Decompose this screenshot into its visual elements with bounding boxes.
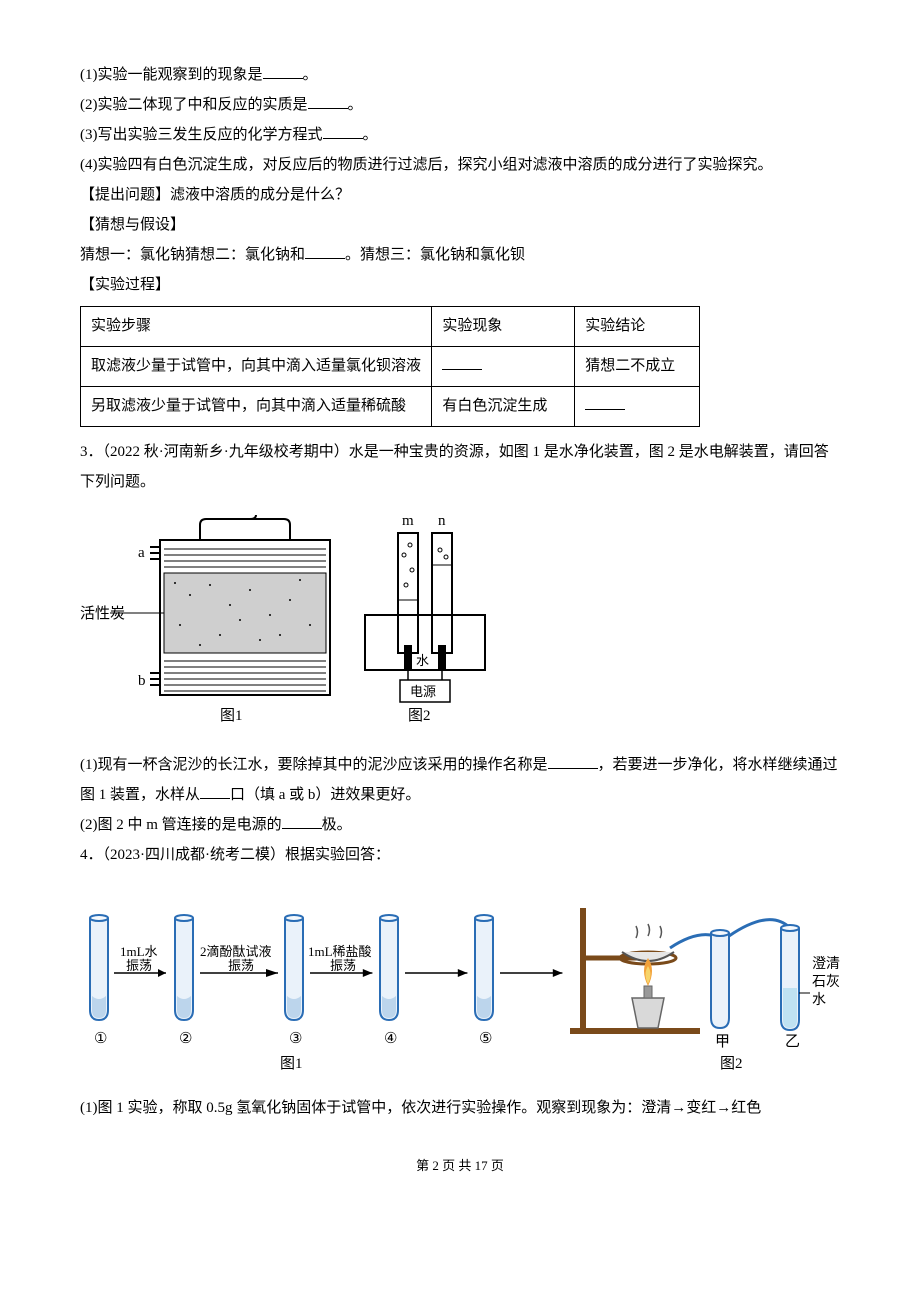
step1-l2: 振荡 — [126, 958, 152, 973]
step3-l1: 1mL稀盐酸 — [308, 944, 372, 959]
yi: 乙 — [785, 1034, 800, 1050]
fig2-group: 电源 水 m n 图2 — [365, 513, 485, 724]
q4-figures: 1mL水 振荡 2滴酚酞试液 振荡 1mL稀盐酸 振荡 ① ② ③ ④ ⑤ 图1 — [80, 878, 840, 1089]
q2-p1-tail: 。 — [303, 67, 318, 83]
q3-svg: a b — [80, 505, 500, 735]
num1: ① — [94, 1031, 107, 1047]
label-b: b — [138, 673, 146, 689]
label-a: a — [138, 545, 145, 561]
q2-p2-text: (2)实验二体现了中和反应的实质是 — [80, 97, 308, 113]
table-row: 取滤液少量于试管中，向其中滴入适量氯化钡溶液 猜想二不成立 — [81, 347, 700, 387]
table-row: 实验步骤 实验现象 实验结论 — [81, 307, 700, 347]
q2-p1-text: (1)实验一能观察到的现象是 — [80, 67, 263, 83]
q3-p1a: (1)现有一杯含泥沙的长江水，要除掉其中的泥沙应该采用的操作名称是 — [80, 757, 548, 773]
q2-p2: (2)实验二体现了中和反应的实质是 。 — [80, 90, 840, 120]
th-step: 实验步骤 — [81, 307, 432, 347]
step2-l2: 振荡 — [228, 958, 254, 973]
blank — [282, 813, 322, 829]
step3-l2: 振荡 — [330, 958, 356, 973]
fig1-caption: 图1 — [220, 707, 243, 724]
q4-p1: (1)图 1 实验，称取 0.5g 氢氧化钠固体于试管中，依次进行实验操作。观察… — [80, 1093, 840, 1123]
r1c3: 猜想二不成立 — [575, 347, 700, 387]
q3-stem: 3．（2022 秋·河南新乡·九年级校考期中）水是一种宝贵的资源，如图 1 是水… — [80, 437, 840, 497]
r1c2 — [432, 347, 575, 387]
blank — [548, 753, 598, 769]
q3-p1c: 口（填 a 或 b）进效果更好。 — [230, 787, 420, 803]
carbon-label: 活性炭 — [80, 605, 125, 622]
r2c3 — [575, 387, 700, 427]
blank — [323, 123, 363, 139]
blank — [263, 63, 303, 79]
lime2: 石灰 — [812, 974, 840, 990]
lime3: 水 — [812, 992, 826, 1008]
num5: ⑤ — [479, 1031, 492, 1047]
th-concl: 实验结论 — [575, 307, 700, 347]
q2-guess-a: 猜想一：氯化钠猜想二：氯化钠和 — [80, 247, 305, 263]
q2-guess-h: 【猜想与假设】 — [80, 210, 840, 240]
label-m: m — [402, 513, 414, 529]
jia: 甲 — [715, 1034, 730, 1050]
q2-p3-tail: 。 — [363, 127, 378, 143]
foot-b: 页 共 — [439, 1158, 475, 1173]
label-n: n — [438, 513, 446, 529]
step2-l1: 2滴酚酞试液 — [200, 944, 272, 959]
r2c2: 有白色沉淀生成 — [432, 387, 575, 427]
num4: ④ — [384, 1031, 397, 1047]
q3-p2b: 极。 — [322, 817, 352, 833]
q2-p3-text: (3)写出实验三发生反应的化学方程式 — [80, 127, 323, 143]
foot-total: 17 — [475, 1158, 488, 1173]
r1c1: 取滤液少量于试管中，向其中滴入适量氯化钡溶液 — [81, 347, 432, 387]
page-footer: 第 2 页 共 17 页 — [80, 1153, 840, 1179]
blank — [308, 93, 348, 109]
q2-p1: (1)实验一能观察到的现象是 。 — [80, 60, 840, 90]
blank — [442, 354, 482, 370]
q3-p1: (1)现有一杯含泥沙的长江水，要除掉其中的泥沙应该采用的操作名称是，若要进一步净… — [80, 750, 840, 810]
foot-a: 第 — [416, 1158, 432, 1173]
experiment-table: 实验步骤 实验现象 实验结论 取滤液少量于试管中，向其中滴入适量氯化钡溶液 猜想… — [80, 306, 700, 427]
fig2-caption: 图2 — [408, 707, 431, 724]
fig2-cap: 图2 — [720, 1055, 743, 1072]
step1-l1: 1mL水 — [120, 944, 158, 959]
num3: ③ — [289, 1031, 302, 1047]
fig1-group: a b — [80, 515, 330, 724]
q4-svg: 1mL水 振荡 2滴酚酞试液 振荡 1mL稀盐酸 振荡 ① ② ③ ④ ⑤ 图1 — [80, 878, 840, 1078]
power-label: 电源 — [410, 684, 436, 699]
r2c1: 另取滤液少量于试管中，向其中滴入适量稀硫酸 — [81, 387, 432, 427]
q2-p3: (3)写出实验三发生反应的化学方程式 。 — [80, 120, 840, 150]
q2-guess-b: 。猜想三：氯化钠和氯化钡 — [345, 247, 525, 263]
lime1: 澄清 — [812, 956, 840, 972]
q2-guess-line: 猜想一：氯化钠猜想二：氯化钠和 。猜想三：氯化钠和氯化钡 — [80, 240, 840, 270]
q3-p2a: (2)图 2 中 m 管连接的是电源的 — [80, 817, 282, 833]
blank — [305, 243, 345, 259]
q2-raise: 【提出问题】滤液中溶质的成分是什么？ — [80, 180, 840, 210]
foot-c: 页 — [488, 1158, 504, 1173]
q3-p2: (2)图 2 中 m 管连接的是电源的 极。 — [80, 810, 840, 840]
num2: ② — [179, 1031, 192, 1047]
q3-figures: a b — [80, 505, 840, 746]
fig2-group: 甲 乙 澄清 石灰 水 图2 — [570, 908, 840, 1072]
blank — [200, 783, 230, 799]
fig1-cap: 图1 — [280, 1055, 303, 1072]
q2-p2-tail: 。 — [348, 97, 363, 113]
water-label: 水 — [416, 653, 429, 668]
q2-proc-h: 【实验过程】 — [80, 270, 840, 300]
th-phenom: 实验现象 — [432, 307, 575, 347]
q2-p4: (4)实验四有白色沉淀生成，对反应后的物质进行过滤后，探究小组对滤液中溶质的成分… — [80, 150, 840, 180]
table-row: 另取滤液少量于试管中，向其中滴入适量稀硫酸 有白色沉淀生成 — [81, 387, 700, 427]
q4-stem: 4．（2023·四川成都·统考二模）根据实验回答： — [80, 840, 840, 870]
blank — [585, 394, 625, 410]
